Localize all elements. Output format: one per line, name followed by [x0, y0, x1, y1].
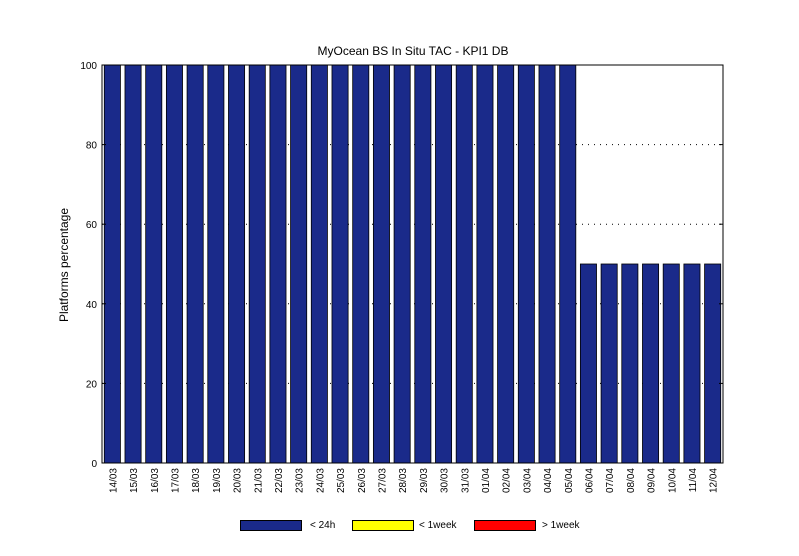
- bar-lt24h: [103, 64, 121, 464]
- y-tick-label: 80: [86, 141, 98, 152]
- legend-label-lt24h: < 24h: [310, 520, 336, 531]
- bar-lt24h: [414, 64, 432, 464]
- x-tick-label: 11/04: [688, 468, 699, 493]
- x-tick-label: 24/03: [315, 468, 326, 493]
- y-tick-label: 20: [86, 379, 98, 390]
- legend: < 24h < 1week > 1week: [0, 519, 799, 533]
- bars: [103, 64, 722, 464]
- bar-lt24h: [621, 263, 639, 464]
- bar-lt24h: [207, 64, 225, 464]
- bar-lt24h: [642, 263, 660, 464]
- x-tick-label: 31/03: [460, 468, 471, 493]
- bar-lt24h: [683, 263, 701, 464]
- legend-swatch-lt24h: [240, 520, 302, 531]
- x-tick-label: 23/03: [295, 468, 306, 493]
- bar-lt24h: [455, 64, 473, 464]
- x-tick-label: 09/04: [647, 468, 658, 493]
- x-tick-label: 07/04: [605, 468, 616, 493]
- legend-swatch-gt1week: [474, 520, 536, 531]
- bar-lt24h: [497, 64, 515, 464]
- y-tick-label: 40: [86, 300, 98, 311]
- bar-lt24h: [476, 64, 494, 464]
- x-tick-label: 16/03: [150, 468, 161, 493]
- legend-label-lt1week: < 1week: [419, 520, 457, 531]
- plot-frame: [101, 64, 724, 464]
- bar-lt24h: [517, 64, 535, 464]
- bar-lt24h: [538, 64, 556, 464]
- x-tick-label: 15/03: [129, 468, 140, 493]
- x-ticks: 14/03 15/03 16/03 17/03 18/03 19/03 20/03 21/03…: [108, 468, 719, 493]
- x-tick-label: 17/03: [170, 468, 181, 493]
- x-tick-label: 29/03: [419, 468, 430, 493]
- bar-lt24h: [331, 64, 349, 464]
- y-tick-label: 0: [91, 459, 97, 470]
- bar-lt24h: [600, 263, 618, 464]
- x-tick-label: 26/03: [357, 468, 368, 493]
- x-tick-label: 12/04: [709, 468, 720, 493]
- bar-lt24h: [165, 64, 183, 464]
- y-tick-label: 100: [80, 61, 97, 72]
- x-tick-label: 05/04: [564, 468, 575, 493]
- bar-lt24h: [228, 64, 246, 464]
- bar-lt24h: [352, 64, 370, 464]
- x-tick-label: 08/04: [626, 468, 637, 493]
- bar-lt24h: [579, 263, 597, 464]
- x-tick-label: 02/04: [502, 468, 513, 493]
- bar-lt24h: [559, 64, 577, 464]
- bar-lt24h: [124, 64, 142, 464]
- x-tick-label: 03/04: [522, 468, 533, 493]
- x-tick-label: 22/03: [274, 468, 285, 493]
- bar-lt24h: [145, 64, 163, 464]
- legend-swatch-lt1week: [352, 520, 414, 531]
- x-tick-label: 19/03: [212, 468, 223, 493]
- bar-lt24h: [186, 64, 204, 464]
- x-tick-label: 27/03: [377, 468, 388, 493]
- bar-lt24h: [704, 263, 722, 464]
- bar-lt24h: [435, 64, 453, 464]
- bar-lt24h: [662, 263, 680, 464]
- legend-label-gt1week: > 1week: [542, 520, 580, 531]
- x-tick-label: 01/04: [481, 468, 492, 493]
- x-tick-label: 30/03: [440, 468, 451, 493]
- x-tick-label: 10/04: [667, 468, 678, 493]
- chart-title: MyOcean BS In Situ TAC - KPI1 DB: [318, 44, 509, 58]
- y-axis-label: Platforms percentage: [57, 208, 71, 322]
- x-tick-label: 28/03: [398, 468, 409, 493]
- y-ticks: 0 20 40 60 80 100: [80, 61, 723, 470]
- x-tick-label: 18/03: [191, 468, 202, 493]
- x-tick-label: 20/03: [233, 468, 244, 493]
- bar-lt24h: [393, 64, 411, 464]
- bar-lt24h: [310, 64, 328, 464]
- x-tick-label: 04/04: [543, 468, 554, 493]
- y-tick-label: 60: [86, 220, 98, 231]
- bar-lt24h: [290, 64, 308, 464]
- bar-lt24h: [372, 64, 390, 464]
- x-tick-label: 06/04: [584, 468, 595, 493]
- bar-lt24h: [248, 64, 266, 464]
- x-tick-label: 14/03: [108, 468, 119, 493]
- x-tick-label: 25/03: [336, 468, 347, 493]
- x-tick-label: 21/03: [253, 468, 264, 493]
- bar-lt24h: [269, 64, 287, 464]
